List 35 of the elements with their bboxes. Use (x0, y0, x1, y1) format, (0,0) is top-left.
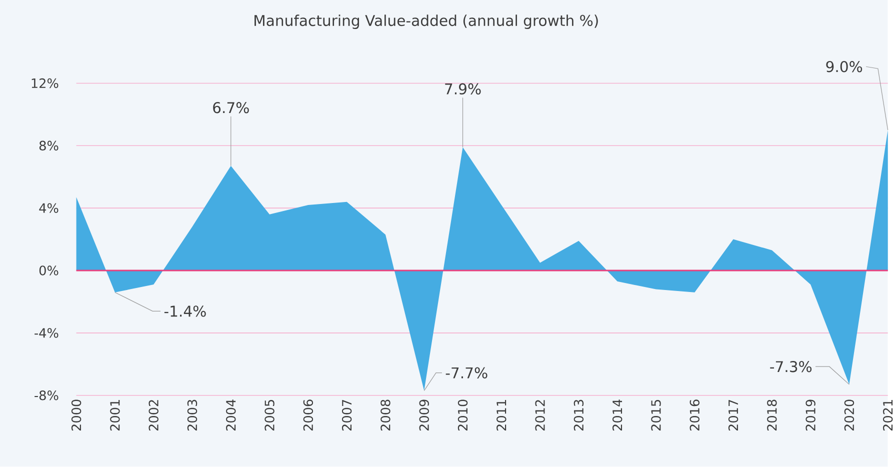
y-tick-label: 0% (39, 266, 58, 276)
x-tick-label: 2000 (71, 400, 82, 431)
y-tick-label: 4% (39, 203, 58, 214)
x-tick-label: 2015 (651, 400, 661, 431)
y-tick-label: -4% (34, 328, 58, 338)
annotation: 6.7% (213, 102, 249, 114)
annotation: -7.7% (446, 367, 488, 379)
x-tick-label: 2002 (148, 400, 158, 431)
x-tick-label: 2019 (806, 400, 816, 431)
x-tick-label: 2010 (458, 400, 468, 431)
x-tick-label: 2016 (690, 400, 700, 431)
x-tick-label: 2018 (767, 400, 777, 431)
x-tick-label: 2006 (303, 400, 314, 431)
annotation: 7.9% (445, 83, 481, 95)
x-tick-label: 2007 (342, 400, 352, 431)
x-tick-label: 2003 (187, 400, 198, 431)
y-tick-label: -8% (34, 390, 58, 400)
annotation: 9.0% (826, 61, 862, 72)
x-tick-label: 2013 (574, 400, 584, 431)
x-tick-label: 2011 (496, 400, 506, 431)
x-tick-label: 2021 (883, 400, 893, 431)
y-tick-label: 8% (39, 140, 58, 151)
x-tick-label: 2001 (110, 400, 120, 431)
x-tick-label: 2004 (226, 400, 236, 431)
x-tick-label: 2014 (612, 400, 622, 431)
x-tick-label: 2009 (419, 400, 429, 431)
x-tick-label: 2005 (264, 400, 274, 431)
annotation: -1.4% (164, 306, 206, 317)
annotation: -7.3% (770, 361, 812, 372)
x-tick-label: 2012 (535, 400, 545, 431)
x-tick-label: 2020 (844, 400, 854, 431)
x-tick-label: 2017 (728, 400, 738, 431)
x-tick-label: 2008 (380, 400, 390, 431)
chart-title: Manufacturing Value-added (annual growth %) (254, 14, 598, 30)
y-tick-label: 12% (32, 78, 58, 88)
